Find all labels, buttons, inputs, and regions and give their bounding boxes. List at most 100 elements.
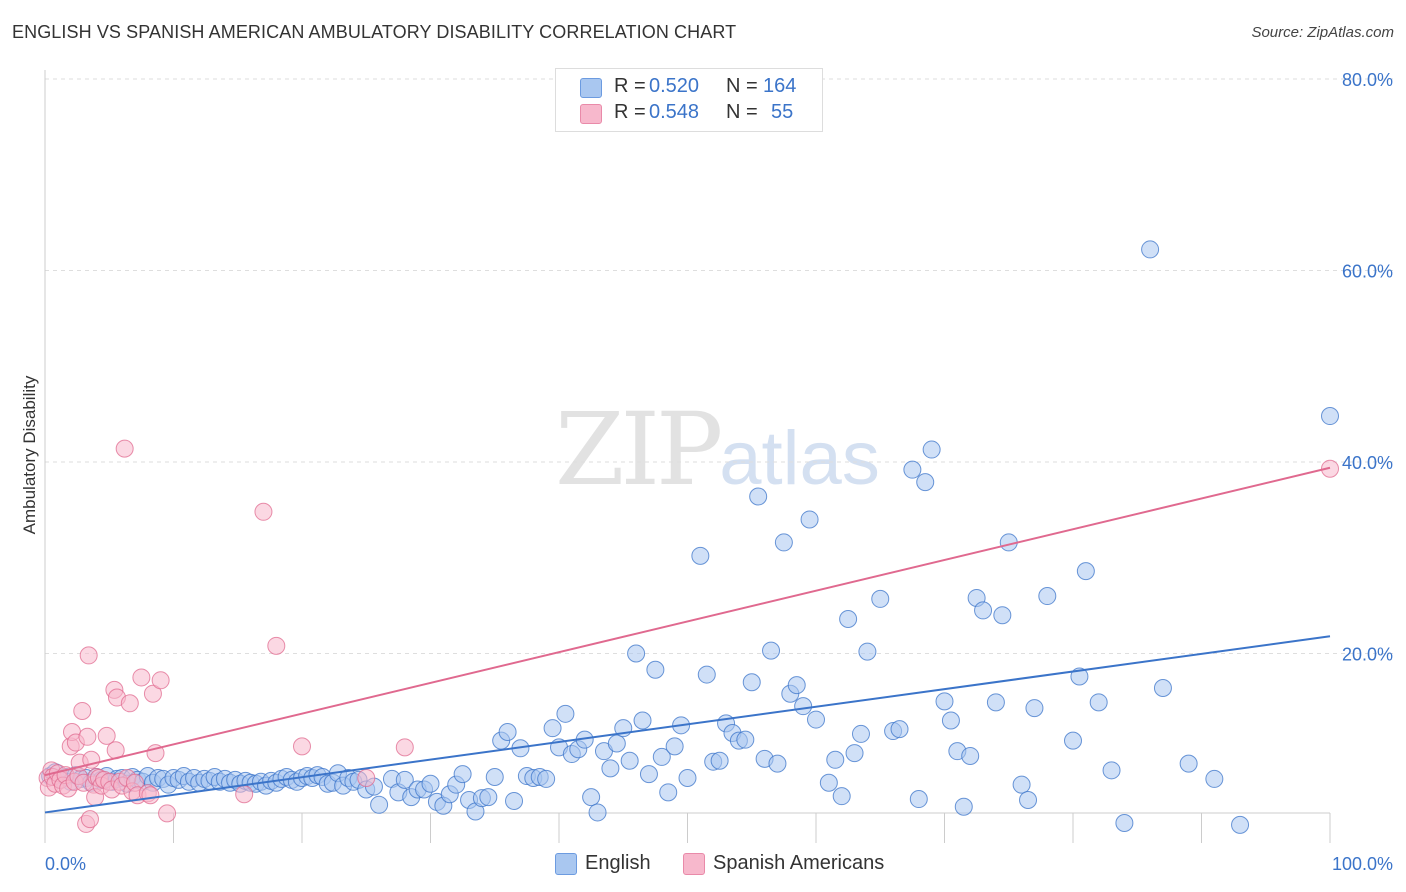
legend-row-english: R = 0.520 N = 164 <box>556 75 822 101</box>
data-point-english <box>1025 699 1044 718</box>
data-point-english <box>395 770 414 789</box>
data-point-english <box>1038 587 1057 606</box>
data-point-english <box>421 774 440 793</box>
data-point-english <box>903 460 922 479</box>
data-point-english <box>665 737 684 756</box>
data-point-english <box>1076 562 1095 581</box>
data-point-english <box>601 759 620 778</box>
data-point-english <box>736 730 755 749</box>
data-point-english <box>1115 813 1134 832</box>
data-point-english <box>485 768 504 787</box>
data-point-spanish <box>79 646 98 665</box>
data-point-english <box>954 797 973 816</box>
data-point-english <box>678 768 697 787</box>
chart-title: ENGLISH VS SPANISH AMERICAN AMBULATORY D… <box>12 22 737 42</box>
data-point-english <box>1070 667 1089 686</box>
legend: R = 0.520 N = 164 R = 0.548 N = 55 <box>555 68 823 132</box>
data-point-english <box>941 711 960 730</box>
bottom-legend-swatch-english <box>555 853 577 875</box>
bottom-legend-spanish: Spanish Americans <box>683 850 903 878</box>
data-point-spanish <box>254 502 273 521</box>
data-point-spanish <box>78 727 97 746</box>
data-point-english <box>794 697 813 716</box>
data-point-english <box>505 791 524 810</box>
data-point-english <box>627 644 646 663</box>
source-label: Source: ZipAtlas.com <box>1251 24 1394 41</box>
x-tick-label: 100.0% <box>1332 854 1393 874</box>
data-point-english <box>710 751 729 770</box>
data-point-english <box>845 744 864 763</box>
y-tick-label: 20.0% <box>1342 645 1393 665</box>
data-point-english <box>749 487 768 506</box>
data-point-english <box>620 751 639 770</box>
data-point-english <box>1141 240 1160 259</box>
legend-n-value: 164 <box>763 75 797 97</box>
data-point-english <box>807 710 825 729</box>
data-point-english <box>1179 754 1198 773</box>
data-point-english <box>588 803 607 822</box>
data-point-english <box>819 773 838 792</box>
data-point-english <box>479 788 498 807</box>
data-point-english <box>762 641 781 660</box>
data-point-english <box>961 746 980 765</box>
x-tick-label: 0.0% <box>45 854 86 874</box>
data-point-english <box>774 533 793 552</box>
legend-r-value: 0.548 <box>649 101 700 123</box>
data-point-english <box>832 787 851 806</box>
legend-n-label: N = <box>726 75 758 97</box>
data-point-english <box>1089 693 1108 712</box>
legend-swatch-spanish <box>580 104 602 124</box>
data-point-spanish <box>267 636 286 655</box>
data-point-english <box>993 606 1012 625</box>
data-point-english <box>1205 769 1224 788</box>
data-point-english <box>826 750 845 769</box>
data-point-spanish <box>357 768 376 787</box>
data-point-spanish <box>97 726 116 745</box>
legend-swatch-english <box>580 78 602 98</box>
data-point-english <box>742 673 761 692</box>
watermark-atlas: atlas <box>719 416 880 501</box>
data-point-english <box>453 765 472 784</box>
data-point-english <box>768 754 787 773</box>
data-point-spanish <box>73 701 92 720</box>
data-point-english <box>498 723 517 742</box>
data-point-english <box>851 724 870 743</box>
trend-line-spanish <box>44 466 1331 777</box>
data-point-english <box>370 795 389 814</box>
data-point-english <box>839 610 858 629</box>
data-point-english <box>652 747 671 766</box>
data-point-english <box>1321 407 1339 426</box>
data-point-english <box>697 665 716 684</box>
data-point-english <box>986 693 1005 712</box>
data-point-english <box>1102 761 1121 780</box>
data-point-english <box>1064 731 1082 750</box>
y-tick-label: 80.0% <box>1342 70 1393 90</box>
data-point-english <box>556 704 575 723</box>
data-point-english <box>582 788 601 807</box>
trend-line-english <box>44 635 1331 814</box>
data-point-spanish <box>158 804 177 823</box>
data-point-spanish <box>143 684 162 703</box>
legend-r-label: R = <box>614 75 646 97</box>
data-point-english <box>858 642 877 661</box>
data-point-english <box>974 601 993 620</box>
data-point-spanish <box>115 439 134 458</box>
data-point-english <box>871 589 890 608</box>
data-point-english <box>639 765 658 784</box>
bottom-legend-label-english: English <box>585 852 651 874</box>
watermark: ZIPatlas <box>555 400 880 500</box>
data-point-english <box>922 440 941 459</box>
data-point-english <box>909 790 928 809</box>
data-point-english <box>916 473 935 492</box>
data-point-english <box>691 546 710 565</box>
data-point-english <box>633 711 652 730</box>
data-point-spanish <box>132 668 151 687</box>
bottom-legend-label-spanish: Spanish Americans <box>713 852 885 874</box>
data-point-spanish <box>235 785 254 804</box>
data-point-english <box>1231 815 1250 834</box>
legend-r-value: 0.520 <box>649 75 700 97</box>
bottom-legend-swatch-spanish <box>683 853 705 875</box>
data-point-spanish <box>141 786 160 805</box>
data-point-english <box>1153 678 1172 697</box>
